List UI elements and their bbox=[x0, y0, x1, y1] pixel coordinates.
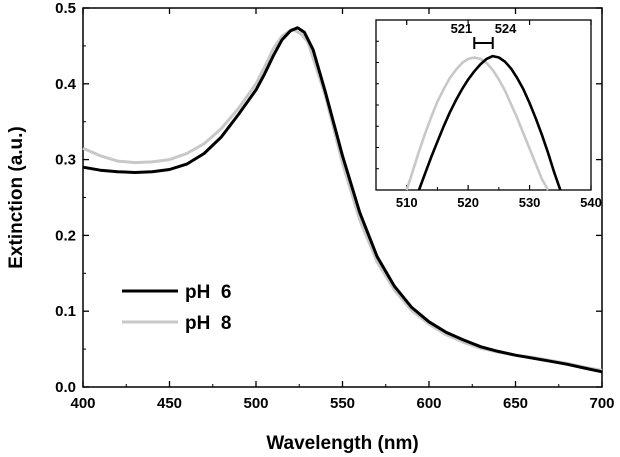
x-tick-label: 550 bbox=[330, 395, 355, 412]
y-tick-label: 0.3 bbox=[55, 152, 76, 169]
legend: pH 6 pH 8 bbox=[122, 282, 231, 334]
inset-series-line-ph8 bbox=[405, 56, 550, 191]
peak-label-524: 524 bbox=[495, 21, 517, 36]
series-line-ph6 bbox=[82, 26, 603, 374]
x-tick-label: 400 bbox=[70, 395, 95, 412]
x-tick-label: 600 bbox=[416, 395, 441, 412]
y-tick-label: 0.1 bbox=[55, 303, 76, 320]
y-tick-label: 0.0 bbox=[55, 379, 76, 396]
y-tick-label: 0.2 bbox=[55, 227, 76, 244]
legend-label: pH 8 bbox=[185, 313, 231, 334]
x-tick-label: 500 bbox=[243, 395, 268, 412]
legend-label: pH 6 bbox=[185, 282, 231, 303]
y-axis-label: Extinction (a.u.) bbox=[6, 126, 27, 269]
inset-series-line-ph6 bbox=[417, 54, 562, 191]
y-tick-label: 0.5 bbox=[55, 0, 76, 17]
x-tick-label: 450 bbox=[157, 395, 182, 412]
inset-plot: 510 520 530 540 521 524 bbox=[375, 19, 602, 210]
inset-frame bbox=[375, 19, 592, 191]
peak-label-521: 521 bbox=[451, 21, 473, 36]
x-tick-label: 700 bbox=[589, 395, 614, 412]
x-axis-label: Wavelength (nm) bbox=[266, 433, 418, 454]
x-tick-label: 650 bbox=[503, 395, 528, 412]
main-plot: 400 450 500 550 600 650 700 0.0 0.1 0.2 0.3 0.4 0.5 W… bbox=[6, 0, 615, 454]
y-tick-label: 0.4 bbox=[55, 76, 77, 93]
inset-x-tick-label: 510 bbox=[396, 195, 418, 210]
inset-x-tick-label: 530 bbox=[519, 195, 541, 210]
inset-x-tick-label: 520 bbox=[457, 195, 479, 210]
inset-x-tick-label: 540 bbox=[580, 195, 602, 210]
